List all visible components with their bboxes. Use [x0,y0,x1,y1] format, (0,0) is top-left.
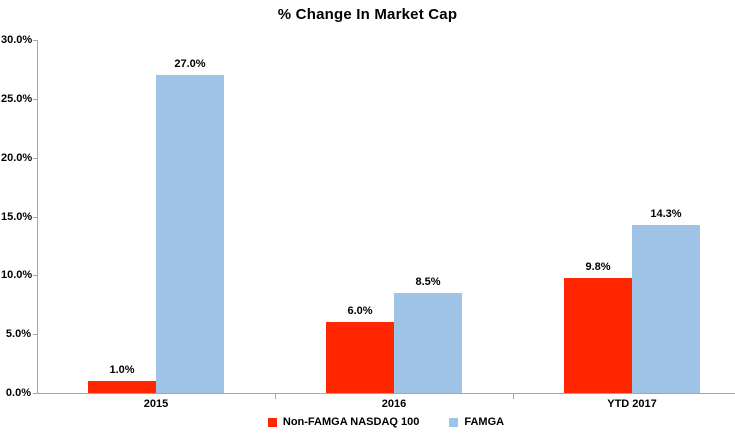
bar-value-label: 14.3% [650,208,682,220]
y-axis-tick [33,334,38,335]
x-axis-tick [275,394,276,399]
bar-non-famga-nasdaq-100-2016 [326,322,394,393]
legend: Non-FAMGA NASDAQ 100 FAMGA [37,416,735,428]
y-axis-tick [33,99,38,100]
chart-title: % Change In Market Cap [277,6,458,23]
bar-non-famga-nasdaq-100-2015 [88,381,156,393]
bar-value-label: 9.8% [585,261,611,273]
y-axis-tick-label: 15.0% [1,211,33,223]
y-axis-tick-label: 25.0% [1,93,33,105]
x-axis-line [37,393,735,394]
legend-label: Non-FAMGA NASDAQ 100 [282,416,420,428]
y-axis-tick [33,217,38,218]
y-axis-tick [33,40,38,41]
bar-non-famga-nasdaq-100-ytd-2017 [564,278,632,393]
y-axis-tick [33,393,38,394]
x-axis-category-label: 2016 [381,398,407,410]
y-axis-tick-label: 5.0% [5,328,31,340]
legend-label: FAMGA [464,416,505,428]
x-axis-category-label: 2015 [143,398,169,410]
legend-entry: FAMGA [449,416,504,428]
x-axis-category-label: YTD 2017 [607,398,657,410]
y-axis-tick-label: 20.0% [1,152,33,164]
bar-value-label: 6.0% [347,305,373,317]
y-axis-tick [33,158,38,159]
legend-entry: Non-FAMGA NASDAQ 100 [267,416,420,428]
bar-famga-2016 [394,293,462,393]
bar-value-label: 1.0% [109,364,135,376]
y-axis-tick-label: 0.0% [5,387,31,399]
legend-swatch-icon [449,417,459,427]
y-axis-line [37,40,38,393]
y-axis-tick [33,275,38,276]
bar-value-label: 8.5% [415,276,441,288]
y-axis-tick-label: 10.0% [1,269,33,281]
bar-famga-ytd-2017 [632,225,700,393]
bar-value-label: 27.0% [174,58,206,70]
bar-famga-2015 [156,75,224,393]
y-axis-tick-label: 30.0% [1,34,33,46]
x-axis-tick [513,394,514,399]
legend-swatch-icon [267,417,277,427]
